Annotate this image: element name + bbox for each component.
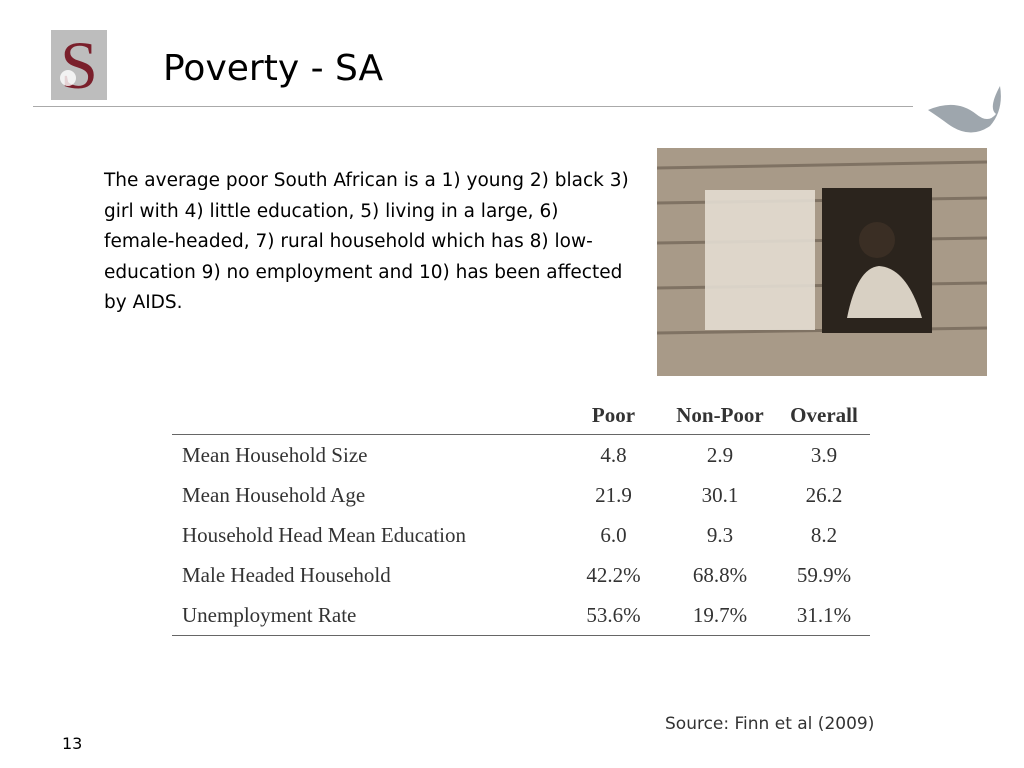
row-label: Mean Household Size (182, 442, 368, 467)
bird-emblem (928, 86, 1001, 133)
value-cell: 31.1% (778, 595, 870, 636)
value-cell: 26.2 (805, 482, 843, 507)
photo (657, 148, 987, 376)
page-number: 13 (62, 734, 83, 753)
column-header: Overall (778, 396, 870, 435)
value-cell: 3.9 (810, 442, 838, 467)
value-cell: 30.1 (701, 482, 739, 507)
value-cell: 68.8% (692, 562, 748, 587)
logo: S (51, 30, 107, 102)
value-cell: 42.2% (586, 562, 641, 587)
data-table: Poor Non-Poor Overall Mean Household Size 4.… (172, 396, 870, 636)
table-row: Mean Household Age 21.9 30.1 26.2 (172, 475, 870, 515)
table-row: Unemployment Rate 53.6% 19.7% 31.1% (172, 595, 870, 636)
value-cell: 59.9% (796, 562, 852, 587)
table-row: Household Head Mean Education 6.0 9.3 8.2 (172, 515, 870, 555)
value-cell: 2.9 (706, 442, 734, 467)
table-row: Male Headed Household 42.2% 68.8% 59.9% (172, 555, 870, 595)
row-label: Household Head Mean Education (182, 522, 467, 547)
value-cell: 21.9 (595, 482, 632, 507)
slide-title: Poverty - SA (163, 48, 384, 89)
svg-text:S: S (60, 30, 98, 102)
column-header: Poor (565, 396, 662, 435)
value-cell: 8.2 (810, 522, 838, 547)
row-label: Unemployment Rate (172, 595, 565, 636)
column-header: Non-Poor (662, 396, 778, 435)
value-cell: 6.0 (600, 522, 627, 547)
row-label: Male Headed Household (182, 562, 391, 587)
value-cell: 4.8 (600, 442, 627, 467)
value-cell: 53.6% (565, 595, 662, 636)
column-header (172, 396, 565, 435)
table-row: Mean Household Size 4.8 2.9 3.9 (172, 435, 870, 476)
header-row: Poor Non-Poor Overall (172, 396, 870, 435)
value-cell: 9.3 (706, 522, 734, 547)
body-text: The average poor South African is a 1) y… (104, 170, 629, 313)
source-note: Source: Finn et al (2009) (665, 714, 875, 734)
row-label: Mean Household Age (182, 482, 366, 507)
value-cell: 19.7% (662, 595, 778, 636)
header-rule (33, 106, 913, 107)
